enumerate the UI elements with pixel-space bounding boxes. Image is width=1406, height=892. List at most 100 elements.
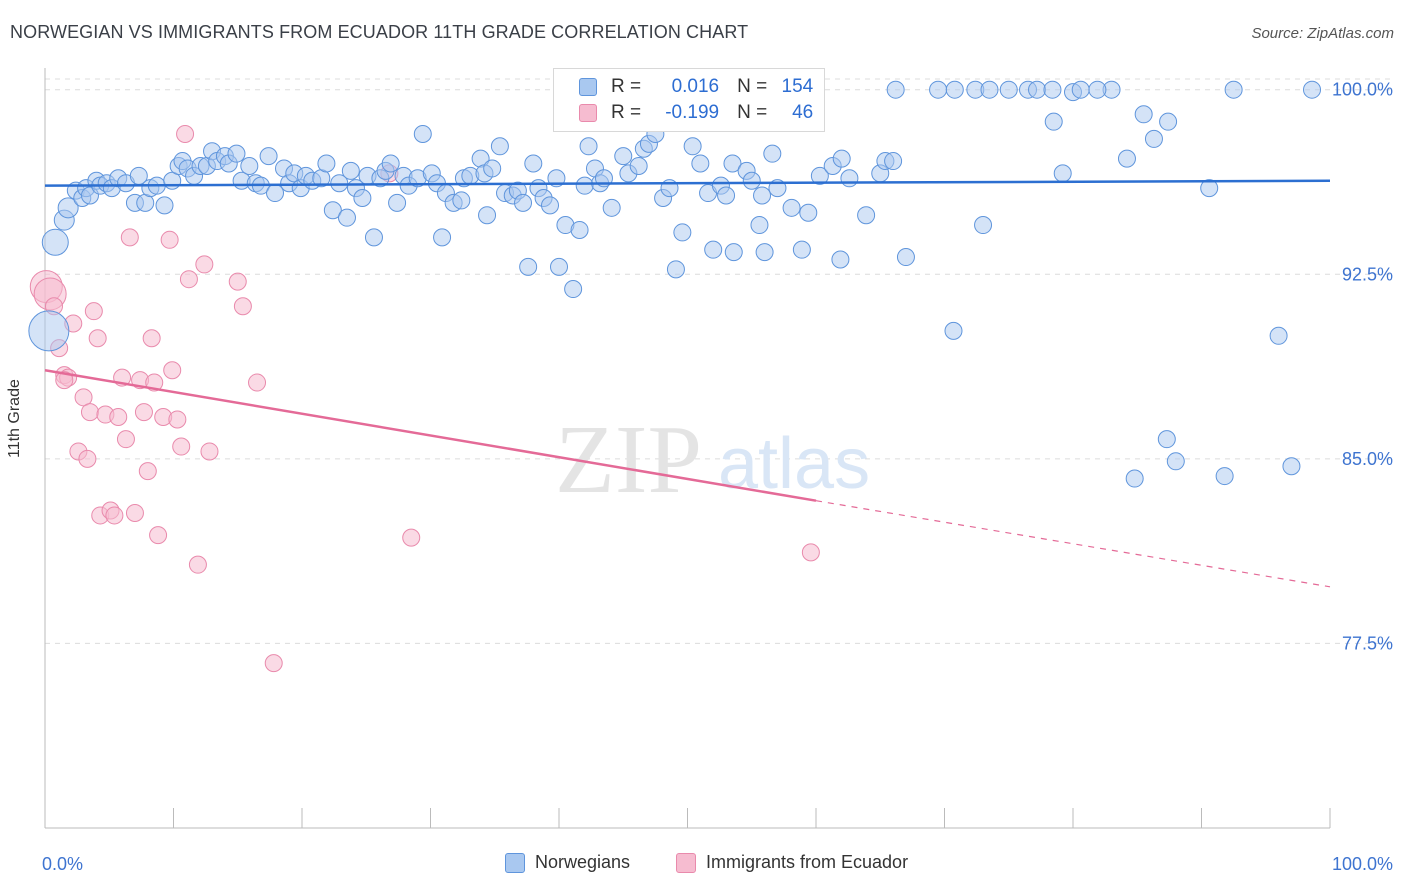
ecuador-point xyxy=(138,462,157,481)
norwegian-point xyxy=(723,154,742,173)
norwegian-point xyxy=(524,154,543,173)
tick-labels: 77.5% 85.0% 92.5% 100.0% 0.0% 100.0% xyxy=(42,80,1393,874)
ecuador-trend-extension xyxy=(815,500,1331,588)
watermark: ZIP atlas xyxy=(555,406,870,514)
norwegian-point xyxy=(570,220,589,239)
norwegian-point xyxy=(724,243,743,262)
ecuador-point xyxy=(228,272,247,291)
norwegian-point xyxy=(388,193,407,212)
norwegian-point xyxy=(266,184,285,203)
ecuador-point xyxy=(55,371,74,390)
legend-r-value: -0.199 xyxy=(665,102,720,123)
ecuador-point xyxy=(801,543,820,562)
norwegian-points xyxy=(28,80,1322,488)
legend-n-label: N = xyxy=(737,102,768,123)
norwegian-point xyxy=(381,154,400,173)
ecuador-point xyxy=(168,410,187,429)
ecuador-point xyxy=(109,408,128,427)
bottom-legend-label: Norwegians xyxy=(535,852,631,872)
norwegian-point xyxy=(1144,129,1163,148)
norwegian-point xyxy=(353,188,372,207)
ecuador-point xyxy=(134,403,153,422)
ecuador-point xyxy=(80,403,99,422)
bottom-legend-label: Immigrants from Ecuador xyxy=(706,852,909,872)
norwegian-point xyxy=(1303,80,1322,99)
norwegian-point xyxy=(944,321,963,340)
norwegian-point xyxy=(337,208,356,227)
norwegian-point xyxy=(753,186,772,205)
norwegian-point xyxy=(832,149,851,168)
chart-title: NORWEGIAN VS IMMIGRANTS FROM ECUADOR 11T… xyxy=(10,22,749,42)
norwegian-point xyxy=(452,191,471,210)
norwegian-point xyxy=(750,216,769,235)
ecuador-point xyxy=(105,506,124,525)
ecuador-point xyxy=(200,442,219,461)
legend-row-ecuador: R = -0.199 N = 46 xyxy=(579,101,813,125)
norwegian-point xyxy=(1028,80,1047,99)
norwegian-point xyxy=(810,166,829,185)
norwegian-point xyxy=(564,280,583,299)
norwegian-point xyxy=(519,257,538,276)
norwegian-point xyxy=(323,201,342,220)
ecuador-point xyxy=(163,361,182,380)
ecuador-point xyxy=(188,555,207,574)
norwegian-point xyxy=(41,228,69,256)
norwegian-point xyxy=(433,228,452,247)
watermark-atlas: atlas xyxy=(718,424,870,504)
legend-row-norwegians: R = 0.016 N = 154 xyxy=(579,75,813,99)
trend-lines xyxy=(44,179,1331,588)
norwegian-trend-line xyxy=(44,179,1331,187)
norwegian-point xyxy=(945,80,964,99)
x-tick-label-min: 0.0% xyxy=(42,854,83,874)
ecuador-point xyxy=(248,373,267,392)
norwegian-point xyxy=(857,206,876,225)
ecuador-point xyxy=(142,329,161,348)
norwegian-point xyxy=(1134,105,1153,124)
norwegian-point xyxy=(1157,430,1176,449)
norwegian-point xyxy=(974,216,993,235)
ecuador-point xyxy=(116,430,135,449)
norwegian-point xyxy=(602,198,621,217)
norwegian-point xyxy=(259,147,278,166)
legend-r-value: 0.016 xyxy=(671,76,720,97)
source-label: Source: ZipAtlas.com xyxy=(1251,25,1394,42)
norwegian-point xyxy=(1200,179,1219,198)
ecuador-point xyxy=(195,255,214,274)
legend: R = 0.016 N = 154 R = -0.199 N = 46 xyxy=(553,68,825,132)
norwegian-point xyxy=(575,176,594,195)
norwegian-point xyxy=(782,198,801,217)
norwegian-point xyxy=(483,159,502,178)
norwegian-point xyxy=(666,260,685,279)
norwegian-point xyxy=(1117,149,1136,168)
bottom-legend-swatch-pink xyxy=(676,852,696,873)
norwegian-point xyxy=(413,124,432,143)
ecuador-point xyxy=(264,654,283,673)
norwegian-point xyxy=(330,174,349,193)
norwegian-point xyxy=(57,197,79,219)
norwegian-point xyxy=(683,137,702,156)
norwegian-point xyxy=(1044,112,1063,131)
norwegian-point xyxy=(886,80,905,99)
norwegian-point xyxy=(1088,80,1107,99)
norwegian-point xyxy=(763,144,782,163)
norwegian-point xyxy=(541,196,560,215)
norwegian-point xyxy=(792,240,811,259)
legend-n-value: 46 xyxy=(792,102,814,123)
ecuador-point xyxy=(120,228,139,247)
bottom-legend-norwegians: Norwegians xyxy=(505,852,630,873)
norwegian-point xyxy=(240,156,259,175)
norwegian-point xyxy=(1224,80,1243,99)
norwegian-point xyxy=(896,248,915,267)
norwegian-point xyxy=(980,80,999,99)
legend-n-value: 154 xyxy=(781,76,814,97)
norwegian-point xyxy=(884,152,903,171)
ecuador-point xyxy=(78,449,97,468)
x-tick-label-max: 100.0% xyxy=(1332,854,1393,874)
legend-swatch-blue xyxy=(579,78,597,96)
norwegian-point xyxy=(317,154,336,173)
norwegian-point xyxy=(1215,467,1234,486)
legend-n-label: N = xyxy=(737,76,768,97)
ecuador-point xyxy=(233,297,252,316)
norwegian-point xyxy=(514,193,533,212)
legend-swatch-pink xyxy=(579,104,597,122)
